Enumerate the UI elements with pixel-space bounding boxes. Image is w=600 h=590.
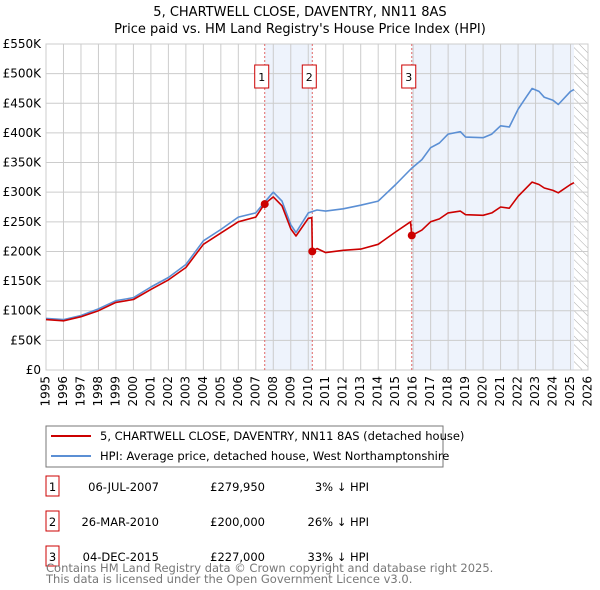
x-tick-label: 2012 — [336, 376, 350, 407]
y-tick-label: £350K — [3, 156, 43, 170]
sale-hpi-delta: 33% ↓ HPI — [308, 550, 369, 564]
y-tick-label: £300K — [3, 185, 43, 199]
sale-point — [260, 200, 269, 209]
sale-number: 1 — [49, 480, 56, 494]
x-tick-label: 2000 — [126, 376, 140, 407]
x-tick-label: 2025 — [563, 376, 577, 407]
sale-date: 06-JUL-2007 — [88, 480, 159, 494]
chart-subtitle: Price paid vs. HM Land Registry's House … — [114, 22, 486, 37]
sale-price: £227,000 — [210, 550, 265, 564]
sale-hpi-delta: 3% ↓ HPI — [315, 480, 369, 494]
table-row: 2 26-MAR-2010 £200,000 26% ↓ HPI — [45, 510, 369, 532]
x-tick-label: 2015 — [388, 376, 402, 407]
y-tick-label: £50K — [10, 333, 42, 347]
x-tick-label: 2019 — [458, 376, 472, 407]
series-line — [45, 87, 575, 321]
x-tick-label: 2020 — [476, 376, 490, 407]
x-tick-label: 2009 — [283, 376, 297, 407]
sale-price: £200,000 — [210, 515, 265, 529]
forecast-hatch — [574, 44, 588, 370]
x-tick-label: 2003 — [178, 376, 192, 407]
shaded-period — [264, 44, 313, 370]
x-tick-label: 2023 — [528, 376, 542, 407]
sale-point — [407, 231, 416, 240]
x-tick-label: 1996 — [56, 376, 70, 407]
y-tick-label: £250K — [3, 215, 43, 229]
y-tick-label: £400K — [3, 126, 43, 140]
plot-area: 1995 1996 1997 1998 1999 2000 2001 2002 2003 2004… — [3, 37, 595, 407]
sale-label-box — [301, 64, 317, 89]
x-tick-label: 2010 — [301, 376, 315, 407]
shaded-period — [411, 44, 575, 370]
y-tick-label: £550K — [3, 37, 43, 51]
x-tick-label: 2006 — [231, 376, 245, 407]
sale-hpi-delta: 26% ↓ HPI — [308, 515, 369, 529]
legend-hpi-label: HPI: Average price, detached house, West… — [100, 449, 449, 463]
y-tick-label: £0 — [26, 363, 41, 377]
plot-border — [45, 43, 589, 371]
series-line — [45, 181, 575, 322]
x-tick-label: 1997 — [73, 376, 87, 407]
x-tick-label: 2004 — [196, 376, 210, 407]
chart-title: 5, CHARTWELL CLOSE, DAVENTRY, NN11 8AS — [153, 5, 446, 20]
sales-table: 1 06-JUL-2007 £279,950 3% ↓ HPI 2 26-MAR… — [45, 475, 369, 567]
y-tick-label: £500K — [3, 67, 43, 81]
x-tick-label: 2005 — [213, 376, 227, 407]
sale-point — [308, 247, 317, 256]
x-tick-label: 2001 — [143, 376, 157, 407]
y-tick-label: £150K — [3, 274, 43, 288]
sale-label: 3 — [405, 71, 412, 84]
x-tick-label: 2026 — [581, 376, 595, 407]
sale-number: 2 — [49, 515, 56, 529]
y-tick-label: £450K — [3, 96, 43, 110]
sale-date: 26-MAR-2010 — [81, 515, 159, 529]
table-row: 3 04-DEC-2015 £227,000 33% ↓ HPI — [45, 545, 369, 567]
x-tick-label: 2013 — [353, 376, 367, 407]
x-tick-label: 2002 — [161, 376, 175, 407]
legend: 5, CHARTWELL CLOSE, DAVENTRY, NN11 8AS (… — [45, 425, 464, 468]
x-tick-label: 2017 — [423, 376, 437, 407]
x-tick-label: 2021 — [493, 376, 507, 407]
x-tick-label: 2014 — [371, 376, 385, 407]
y-tick-label: £200K — [3, 244, 43, 258]
legend-property-label: 5, CHARTWELL CLOSE, DAVENTRY, NN11 8AS (… — [100, 429, 464, 443]
sale-label-box — [401, 64, 417, 89]
sale-label: 1 — [258, 71, 265, 84]
x-tick-label: 1999 — [108, 376, 122, 407]
x-tick-label: 2016 — [406, 376, 420, 407]
x-tick-label: 2011 — [318, 376, 332, 407]
x-tick-label: 2008 — [266, 376, 280, 407]
sale-label: 2 — [306, 71, 313, 84]
footer-copyright: Contains HM Land Registry data © Crown c… — [46, 561, 493, 575]
sale-price: £279,950 — [210, 480, 265, 494]
sale-number: 3 — [49, 550, 56, 564]
x-tick-label: 2007 — [248, 376, 262, 407]
x-tick-label: 2022 — [511, 376, 525, 407]
x-tick-label: 1995 — [39, 376, 53, 407]
sale-label-box — [254, 64, 270, 89]
sale-date: 04-DEC-2015 — [83, 550, 159, 564]
y-tick-label: £100K — [3, 304, 43, 318]
x-tick-label: 1998 — [91, 376, 105, 407]
footer-licence: This data is licensed under the Open Gov… — [45, 572, 412, 586]
x-tick-label: 2024 — [546, 376, 560, 407]
table-row: 1 06-JUL-2007 £279,950 3% ↓ HPI — [45, 475, 369, 497]
x-tick-label: 2018 — [441, 376, 455, 407]
